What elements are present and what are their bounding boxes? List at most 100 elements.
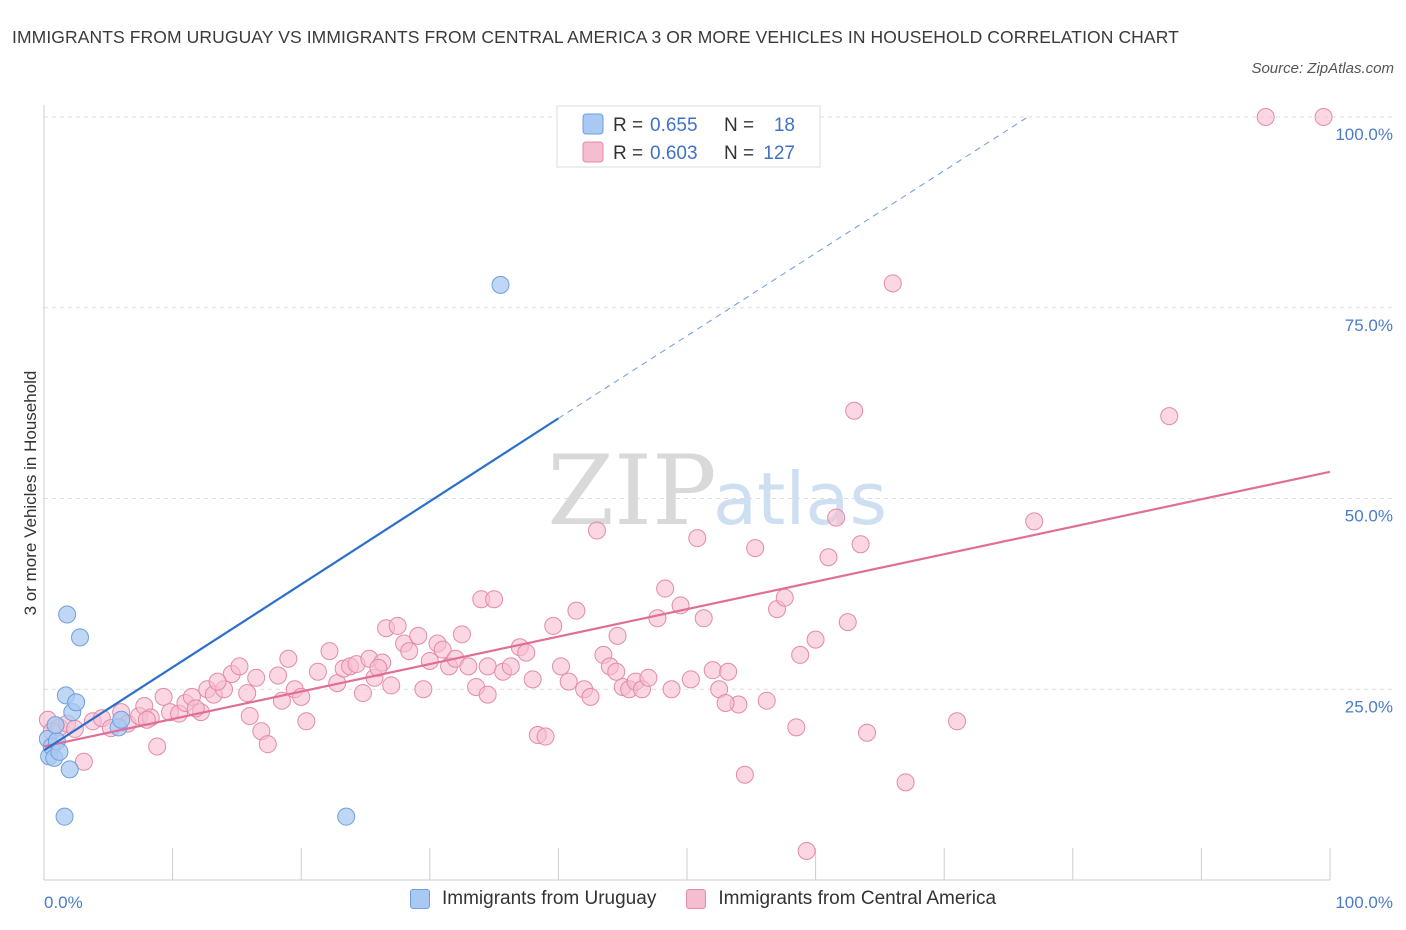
central-america-point: [1314, 108, 1333, 126]
central-america-point: [838, 613, 857, 632]
uruguay-point: [337, 807, 356, 826]
central-america-point: [648, 609, 667, 628]
central-america-point: [851, 535, 870, 554]
central-america-point: [567, 601, 586, 620]
central-america-point: [858, 723, 877, 742]
y-tick-label: 50.0%: [1345, 507, 1393, 526]
central-america-point: [230, 657, 249, 676]
bottom-legend: Immigrants from Uruguay Immigrants from …: [0, 888, 1406, 910]
central-america-trendline: [43, 470, 1331, 748]
uruguay-trendline-extension: [558, 116, 1029, 419]
central-america-point: [269, 666, 288, 685]
central-america-point: [258, 735, 277, 754]
central-america-point: [459, 657, 478, 676]
central-america-point: [735, 765, 754, 784]
central-america-point: [827, 508, 846, 527]
central-america-point: [452, 625, 471, 644]
uruguay-point: [112, 710, 131, 729]
central-america-point: [369, 658, 388, 677]
central-america-point: [1025, 512, 1044, 531]
bottom-legend-item-uruguay: Immigrants from Uruguay: [409, 888, 657, 910]
central-america-point: [719, 662, 738, 681]
central-america-point: [775, 588, 794, 607]
central-america-point: [297, 712, 316, 731]
legend-swatch-uruguay: [582, 113, 604, 135]
central-america-point: [688, 529, 707, 548]
legend-n-label-central: N =: [724, 143, 754, 164]
central-america-point: [662, 680, 681, 699]
uruguay-point: [55, 807, 74, 826]
watermark-atlas: atlas: [713, 457, 887, 541]
central-america-point: [581, 687, 600, 706]
central-america-point: [639, 668, 658, 687]
central-america-point: [478, 657, 497, 676]
uruguay-trendline: [43, 417, 559, 752]
central-america-point: [806, 630, 825, 649]
central-america-point: [551, 657, 570, 676]
y-axis-tick-labels: 25.0% 50.0% 75.0% 100.0%: [1335, 125, 1393, 716]
legend-r-label-central: R =: [613, 143, 643, 164]
bottom-legend-label-uruguay: Immigrants from Uruguay: [441, 888, 657, 909]
central-america-point: [948, 712, 967, 731]
central-america-point: [247, 668, 266, 687]
central-america-point: [694, 609, 713, 628]
legend-n-value-central: 127: [763, 143, 795, 164]
central-america-points: [38, 108, 1333, 861]
central-america-point: [353, 684, 372, 703]
central-america-point: [1160, 407, 1179, 426]
legend-r-label-uruguay: R =: [613, 115, 643, 136]
central-america-point: [608, 626, 627, 645]
chart-title: IMMIGRANTS FROM URUGUAY VS IMMIGRANTS FR…: [12, 27, 1179, 47]
central-america-point: [791, 645, 810, 664]
central-america-point: [517, 643, 536, 662]
watermark: ZIP atlas: [547, 435, 887, 547]
central-america-point: [240, 706, 259, 725]
y-axis-title: 3 or more Vehicles in Household: [21, 371, 40, 616]
uruguay-point: [58, 605, 77, 624]
bottom-legend-label-central: Immigrants from Central America: [718, 888, 997, 909]
y-tick-label: 75.0%: [1345, 316, 1393, 335]
y-tick-label: 100.0%: [1335, 125, 1393, 144]
central-america-point: [433, 640, 452, 659]
central-america-point: [607, 662, 626, 681]
central-america-point: [896, 773, 915, 792]
watermark-zip: ZIP: [547, 435, 716, 547]
bottom-legend-item-central: Immigrants from Central America: [686, 888, 996, 910]
central-america-point: [787, 718, 806, 737]
bottom-legend-swatch-central: [686, 889, 707, 909]
central-america-point: [536, 727, 555, 746]
central-america-point: [757, 691, 776, 710]
legend-n-label-uruguay: N =: [724, 115, 754, 136]
uruguay-point: [50, 742, 69, 761]
legend-n-value-uruguay: 18: [774, 115, 795, 136]
x-axis-ticks: [43, 848, 1331, 880]
uruguay-point: [67, 693, 86, 712]
central-america-point: [308, 662, 327, 681]
central-america-point: [523, 670, 542, 689]
central-america-point: [208, 672, 227, 691]
legend-r-value-uruguay: 0.655: [650, 115, 698, 136]
central-america-point: [382, 676, 401, 695]
central-america-point: [478, 685, 497, 704]
central-america-point: [279, 649, 298, 668]
central-america-point: [845, 401, 864, 420]
central-america-point: [716, 693, 735, 712]
uruguay-point: [71, 628, 90, 647]
central-america-point: [320, 642, 339, 661]
central-america-point: [819, 548, 838, 567]
central-america-point: [681, 670, 700, 689]
central-america-point: [388, 616, 407, 635]
y-tick-label: 25.0%: [1345, 697, 1393, 716]
central-america-point: [238, 684, 257, 703]
legend-r-value-central: 0.603: [650, 143, 698, 164]
central-america-point: [154, 687, 173, 706]
uruguay-point: [60, 760, 79, 779]
x-tick-label-max: 100.0%: [1335, 893, 1393, 912]
central-america-point: [74, 752, 93, 771]
central-america-point: [746, 539, 765, 558]
inset-legend: R = 0.655 N = 18 R = 0.603 N = 127: [556, 105, 821, 168]
central-america-point: [485, 590, 504, 609]
central-america-point: [1256, 108, 1275, 126]
bottom-legend-swatch-uruguay: [409, 889, 430, 909]
